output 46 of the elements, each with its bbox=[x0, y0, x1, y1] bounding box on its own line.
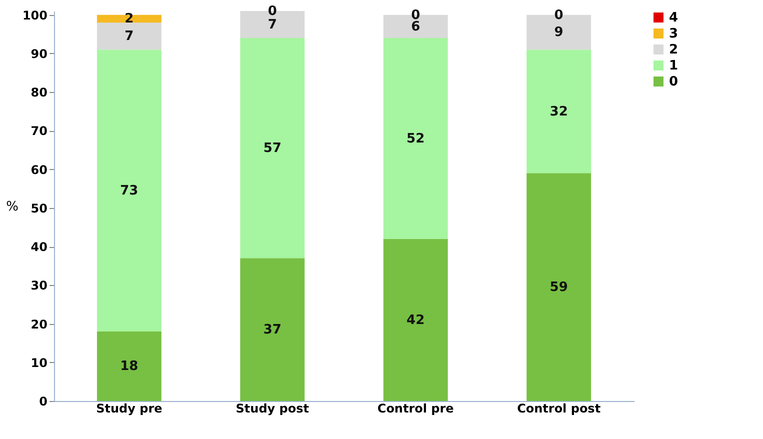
x-tick-label: Study pre bbox=[96, 402, 162, 416]
y-axis-title: % bbox=[6, 200, 18, 214]
data-label: 7 bbox=[268, 18, 277, 33]
bar bbox=[383, 38, 448, 239]
legend-label: 3 bbox=[669, 26, 678, 42]
data-label: 0 bbox=[554, 8, 564, 23]
x-tick-label: Study post bbox=[236, 402, 310, 416]
data-label: 52 bbox=[406, 131, 425, 146]
y-tick-label: 20 bbox=[30, 317, 48, 332]
y-tick-label: 90 bbox=[30, 46, 48, 61]
legend-label: 4 bbox=[669, 10, 678, 26]
data-label: 18 bbox=[120, 359, 138, 374]
y-tick-label: 60 bbox=[30, 162, 48, 177]
data-label: 57 bbox=[263, 141, 282, 156]
data-label: 42 bbox=[406, 312, 425, 328]
y-tick-label: 70 bbox=[30, 124, 48, 138]
y-tick-label: 50 bbox=[30, 201, 48, 216]
bar bbox=[96, 331, 162, 401]
bar bbox=[240, 38, 305, 258]
data-label: 73 bbox=[120, 184, 138, 199]
y-tick-label: 100 bbox=[22, 8, 48, 22]
legend-label: 2 bbox=[669, 42, 678, 58]
data-label: 7 bbox=[124, 29, 134, 44]
y-tick-label: 40 bbox=[30, 240, 48, 254]
data-label: 32 bbox=[550, 104, 568, 120]
data-label: 2 bbox=[124, 12, 134, 27]
y-tick-label: 30 bbox=[30, 278, 48, 293]
data-label: 0 bbox=[268, 4, 277, 19]
data-label: 6 bbox=[411, 19, 420, 34]
legend-label: 1 bbox=[669, 58, 678, 74]
x-tick-label: Control pre bbox=[377, 402, 454, 416]
data-label: 37 bbox=[263, 322, 282, 338]
y-tick-label: 0 bbox=[39, 394, 48, 408]
bar bbox=[240, 258, 305, 401]
bar bbox=[96, 50, 162, 332]
bar bbox=[526, 173, 592, 401]
bar bbox=[96, 14, 162, 23]
bar bbox=[383, 238, 448, 401]
data-label: 9 bbox=[554, 25, 564, 40]
bar bbox=[96, 22, 162, 50]
x-tick-label: Control post bbox=[517, 402, 601, 416]
bar bbox=[526, 50, 592, 174]
legend-label: 0 bbox=[669, 74, 678, 90]
data-label: 59 bbox=[550, 280, 568, 296]
y-tick-label: 80 bbox=[30, 86, 48, 100]
y-tick-label: 10 bbox=[30, 356, 48, 370]
